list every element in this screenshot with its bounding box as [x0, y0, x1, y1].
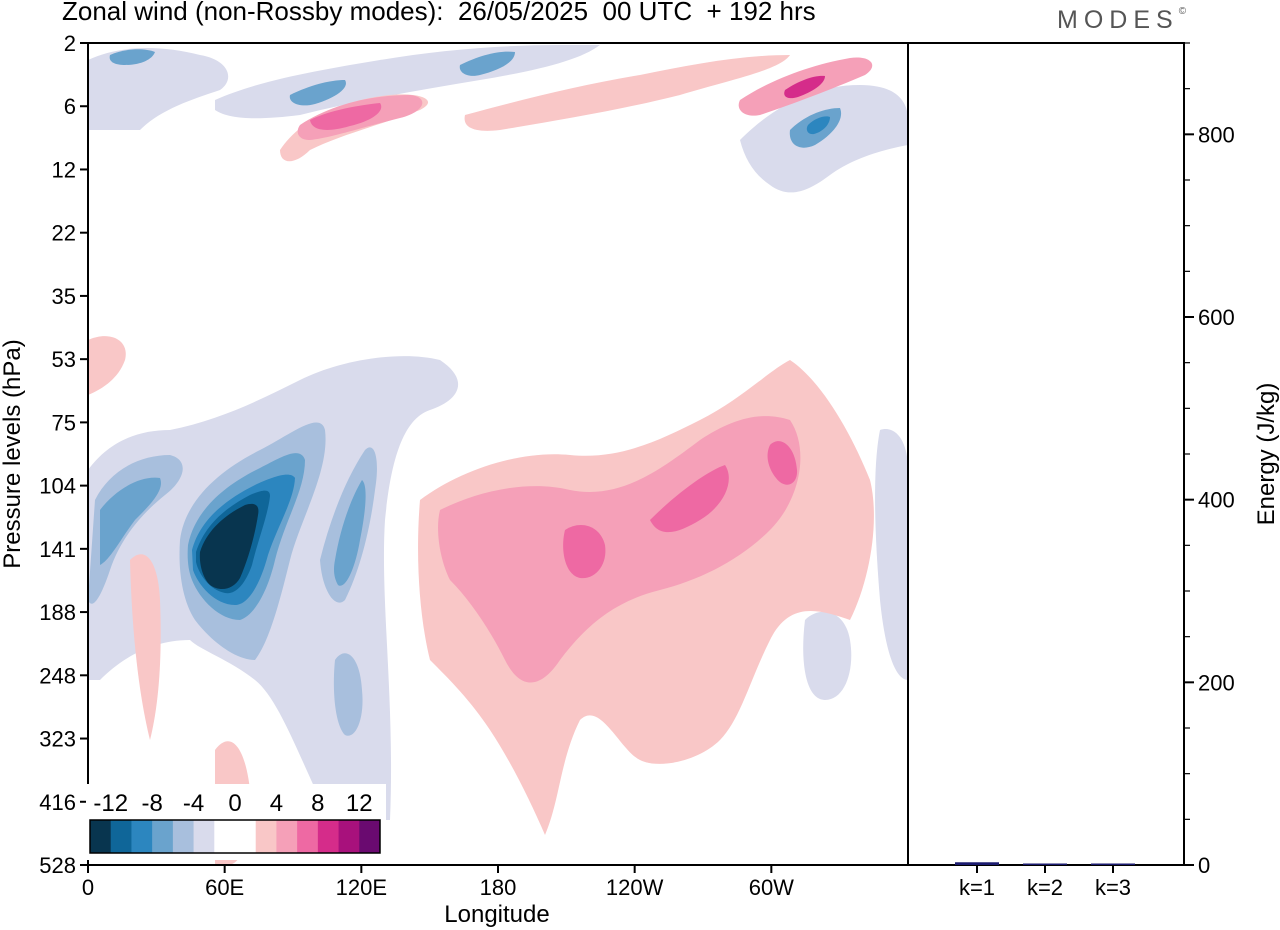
- neg-region-upper-left: [88, 48, 229, 130]
- x-tick-label: 120W: [606, 875, 664, 900]
- energy-axis-label: Energy (J/kg): [1253, 383, 1280, 526]
- x-tick-label: 60E: [205, 875, 244, 900]
- y-axis-label: Pressure levels (hPa): [0, 339, 26, 568]
- y-tick-label: 22: [52, 221, 76, 246]
- colorbar-frame: [89, 819, 381, 854]
- neg-region-east-lower: [803, 611, 852, 700]
- x-tick-label: 120E: [336, 875, 387, 900]
- colorbar-swatch: [276, 820, 298, 853]
- energy-bar: [955, 862, 999, 865]
- neg-upper-core-c: [109, 49, 155, 65]
- energy-tick-label: 0: [1198, 853, 1210, 878]
- y-tick-label: 53: [52, 347, 76, 372]
- y-tick-label: 12: [52, 157, 76, 182]
- chart-title: Zonal wind (non-Rossby modes): 26/05/202…: [62, 0, 816, 26]
- colorbar-swatch: [193, 820, 215, 853]
- y-tick-label: 528: [39, 853, 76, 878]
- neg-upper-right-dark: [806, 116, 830, 135]
- pos-core-upper: [310, 103, 382, 130]
- colorbar-swatch: [172, 820, 195, 853]
- neg-upper-core-b: [459, 51, 515, 76]
- colorbar-swatch: [90, 820, 112, 853]
- modes-logo: MODES©: [1057, 6, 1186, 35]
- neg-band-west-medium: [100, 477, 161, 565]
- y-tick-label: 75: [52, 410, 76, 435]
- colorbar-swatch: [214, 820, 236, 853]
- colorbar-label: 0: [228, 790, 241, 817]
- y-tick-label: 416: [39, 790, 76, 815]
- energy-cat-label: k=1: [959, 875, 995, 900]
- energy-bar: [1023, 863, 1067, 865]
- contour-field: [88, 45, 908, 865]
- colorbar-swatch: [359, 820, 381, 853]
- y-tick-label: 6: [64, 94, 76, 119]
- neg-band-east-medium: [334, 480, 366, 586]
- colorbar-label: 8: [311, 790, 324, 817]
- colorbar-swatch: [317, 820, 340, 853]
- pos-core-east: [767, 441, 798, 485]
- neg-main-core: [199, 503, 259, 590]
- y-tick-label: 248: [39, 663, 76, 688]
- y-tick-label: 323: [39, 727, 76, 752]
- energy-tick-label: 600: [1198, 305, 1235, 330]
- energy-bars: k=1 k=2 k=3: [955, 862, 1135, 900]
- pos-core-jet-mid: [563, 525, 606, 579]
- neg-upper-core-a: [289, 80, 346, 106]
- pos-core-upper-right: [784, 75, 825, 99]
- colorbar-swatch: [235, 820, 257, 853]
- logo-text: MODES: [1057, 6, 1179, 34]
- pos-core-jet-east: [650, 465, 729, 533]
- x-tick-label: 60W: [749, 875, 794, 900]
- colorbar-swatch: [110, 820, 132, 853]
- energy-frame: [907, 42, 1185, 866]
- colorbar-label: -8: [141, 790, 162, 817]
- colorbar-label: -12: [93, 790, 128, 817]
- y-tick-label: 141: [39, 537, 76, 562]
- pos-region-lower-left: [130, 554, 161, 740]
- energy-tick-label: 800: [1198, 122, 1235, 147]
- colorbar-swatch: [338, 820, 360, 853]
- colorbar-label: 4: [270, 790, 283, 817]
- pos-region-left-edge: [88, 336, 126, 395]
- y-tick-label: 35: [52, 284, 76, 309]
- neg-band-lower: [333, 653, 363, 736]
- energy-cat-label: k=3: [1095, 875, 1131, 900]
- logo-mark: ©: [1178, 6, 1187, 17]
- y-tick-label: 104: [39, 474, 76, 499]
- neg-region-east-edge: [875, 429, 908, 680]
- colorbar-swatch: [255, 820, 277, 853]
- y-tick-label: 188: [39, 600, 76, 625]
- colorbar-label: 12: [346, 790, 373, 817]
- energy-tick-label: 200: [1198, 670, 1235, 695]
- colorbar-swatch: [152, 820, 174, 853]
- x-tick-label: 0: [82, 875, 94, 900]
- colorbar-label: -4: [183, 790, 204, 817]
- x-axis-label: Longitude: [444, 901, 549, 928]
- neg-band-west: [88, 455, 183, 604]
- energy-axis: 0 200 400 600 800: [1184, 42, 1235, 878]
- energy-tick-label: 400: [1198, 488, 1235, 513]
- x-axis: 0 60E 120E 180 120W 60W: [82, 865, 794, 900]
- energy-bar: [1091, 863, 1135, 865]
- pos-region-upper-band: [464, 55, 790, 131]
- colorbar: -12 -8 -4 0 4 8 12: [86, 784, 386, 860]
- x-tick-label: 180: [480, 875, 517, 900]
- y-axis: 2 6 12 22 35 53 75 104 141 188 248 323 416 528: [39, 31, 88, 878]
- energy-cat-label: k=2: [1027, 875, 1063, 900]
- colorbar-swatch: [131, 820, 153, 853]
- colorbar-swatch: [297, 820, 319, 853]
- y-tick-label: 2: [64, 31, 76, 56]
